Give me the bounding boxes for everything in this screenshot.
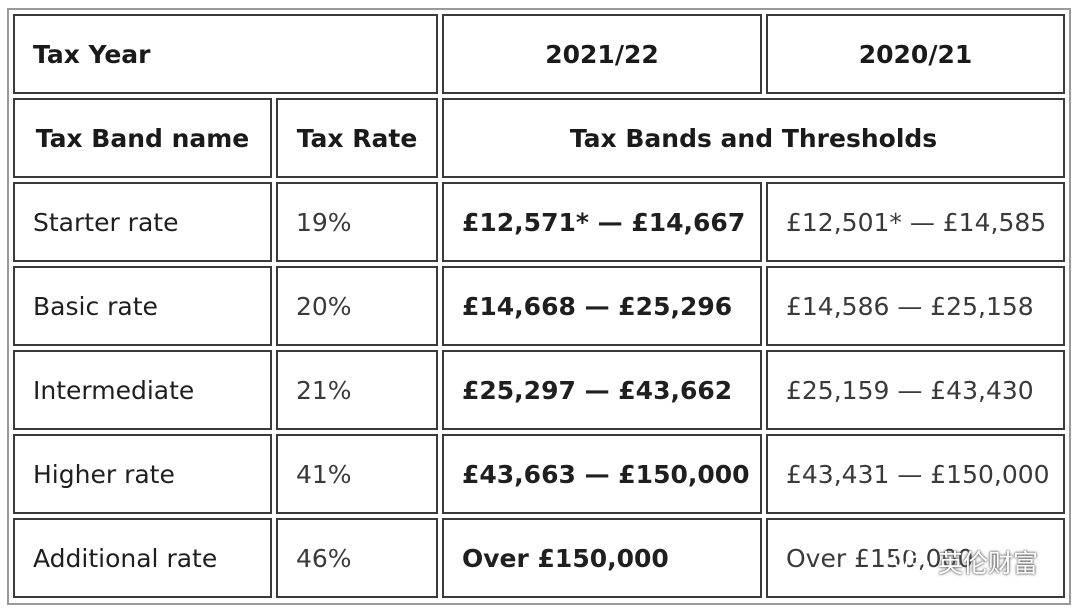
row-intermediate-rate: 21% [276,350,438,430]
row-starter-2020: £12,501* — £14,585 [766,182,1065,262]
header-tax-year: Tax Year [13,14,438,94]
row-higher-rate: 41% [276,434,438,514]
row-higher-2021: £43,663 — £150,000 [442,434,762,514]
watermark: 英伦财富 [892,544,1038,580]
header-tax-band-name: Tax Band name [13,98,272,178]
header-year-2020-21: 2020/21 [766,14,1065,94]
watermark-text: 英伦财富 [938,549,1039,578]
row-basic-2020: £14,586 — £25,158 [766,266,1065,346]
tax-table: Tax Year 2021/22 2020/21 Tax Band name T… [7,8,1071,605]
row-intermediate-name: Intermediate [13,350,272,430]
row-additional-2020: Over £150,000 [766,518,1065,598]
header-tax-bands-thresholds: Tax Bands and Thresholds [442,98,1065,178]
row-higher-name: Higher rate [13,434,272,514]
row-additional-name: Additional rate [13,518,272,598]
header-year-2021-22: 2021/22 [442,14,762,94]
row-basic-name: Basic rate [13,266,272,346]
row-additional-rate: 46% [276,518,438,598]
row-basic-rate: 20% [276,266,438,346]
row-intermediate-2020: £25,159 — £43,430 [766,350,1065,430]
header-tax-rate: Tax Rate [276,98,438,178]
wechat-icon [892,547,930,575]
row-starter-rate: 19% [276,182,438,262]
row-intermediate-2021: £25,297 — £43,662 [442,350,762,430]
row-basic-2021: £14,668 — £25,296 [442,266,762,346]
row-starter-2021: £12,571* — £14,667 [442,182,762,262]
row-additional-2021: Over £150,000 [442,518,762,598]
row-higher-2020: £43,431 — £150,000 [766,434,1065,514]
row-starter-name: Starter rate [13,182,272,262]
